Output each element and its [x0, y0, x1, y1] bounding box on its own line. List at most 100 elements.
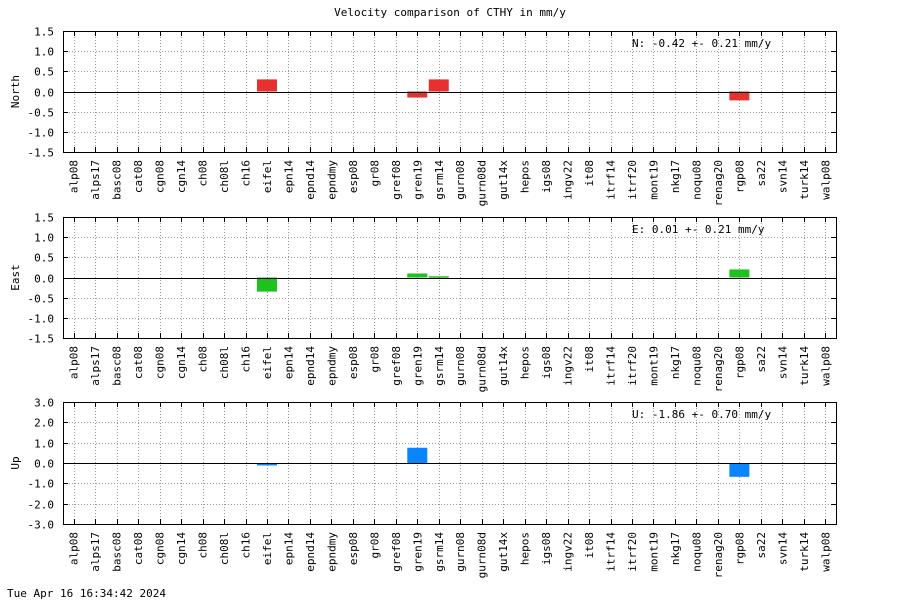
- x-tick-label: gr08: [368, 160, 381, 187]
- x-tick-label: gsrm14: [433, 160, 446, 200]
- x-tick-label: gurn08: [454, 532, 467, 572]
- x-tick-label: epndmy: [325, 346, 338, 386]
- x-tick-label: epnd14: [304, 346, 317, 386]
- x-tick-label: alps17: [89, 532, 102, 572]
- x-tick-label: esp08: [347, 160, 360, 193]
- x-tick-label: cgn08: [154, 346, 167, 379]
- x-tick-label: cgn14: [175, 160, 188, 193]
- x-tick-label: itrf20: [626, 160, 639, 200]
- x-tick-label: renag20: [712, 160, 725, 206]
- x-tick-label: svn14: [776, 532, 789, 565]
- x-tick-label: gut14x: [497, 346, 510, 386]
- x-tick-label: sa22: [755, 160, 768, 187]
- x-tick-label: noqu08: [690, 346, 703, 386]
- x-tick-label: basc08: [111, 532, 124, 572]
- x-tick-label: ch16: [240, 532, 253, 559]
- x-tick-label: gurn08: [454, 346, 467, 386]
- bar-eifel: [256, 463, 277, 466]
- x-tick-label: esp08: [347, 532, 360, 565]
- x-tick-label: rgp08: [733, 532, 746, 565]
- x-tick-label: gren19: [411, 160, 424, 200]
- x-tick-label: mont19: [647, 532, 660, 572]
- x-tick-label: hepos: [519, 346, 532, 379]
- x-tick-label: hepos: [519, 160, 532, 193]
- x-tick-label: alp08: [68, 532, 81, 565]
- x-tick-label: epndmy: [325, 160, 338, 200]
- x-tick-label: turk14: [798, 346, 811, 386]
- x-tick-label: turk14: [798, 532, 811, 572]
- x-tick-label: ch16: [240, 160, 253, 187]
- x-tick-label: alps17: [89, 346, 102, 386]
- x-tick-label: cat08: [132, 346, 145, 379]
- x-tick-label: igs08: [540, 160, 553, 193]
- panel-north: 1.5 1.0 0.5 0.0 -0.5 -1.0 -1.5 N: -0.42 +- 0.21…: [9, 26, 837, 206]
- y-tick-label: -0.5: [28, 107, 55, 120]
- y-tick-label: -1.0: [28, 313, 55, 326]
- x-tick-label: alps17: [89, 160, 102, 200]
- x-tick-label: gsrm14: [433, 346, 446, 386]
- x-tick-label: svn14: [776, 346, 789, 379]
- x-tick-label: epnd14: [304, 532, 317, 572]
- x-tick-label: igs08: [540, 532, 553, 565]
- x-tick-label: epn14: [282, 346, 295, 379]
- x-tick-label: ch08: [197, 160, 210, 187]
- x-tick-label: cat08: [132, 160, 145, 193]
- x-tick-label: walp08: [819, 346, 832, 386]
- x-tick-label: gsrm14: [433, 532, 446, 572]
- x-tick-label: nkg17: [669, 160, 682, 193]
- bar-rgp08: [729, 463, 750, 477]
- x-tick-label: cgn14: [175, 532, 188, 565]
- x-tick-label: epn14: [282, 532, 295, 565]
- x-tick-label: ch16: [240, 346, 253, 373]
- x-tick-label: sa22: [755, 346, 768, 373]
- panel-up: 3.0 2.0 1.0 0.0 -1.0 -2.0 -3.0 U: -1.86 +- 0.70…: [9, 397, 837, 578]
- y-tick-label: 0.0: [34, 273, 54, 286]
- summary-label: E: 0.01 +- 0.21 mm/y: [632, 223, 765, 236]
- y-tick-label: -2.0: [28, 499, 55, 512]
- x-tick-label: gut14x: [497, 532, 510, 572]
- x-tick-label: ch08l: [218, 346, 231, 379]
- x-tick-label: walp08: [819, 160, 832, 200]
- x-tick-label: renag20: [712, 346, 725, 392]
- x-tick-label: itrf14: [605, 346, 618, 386]
- y-tick-label: 0.0: [34, 458, 54, 471]
- bar-rgp08: [729, 269, 750, 278]
- x-tick-label: it08: [583, 532, 596, 559]
- x-tick-label: mont19: [647, 160, 660, 200]
- x-tick-label: ingv22: [562, 346, 575, 386]
- x-tick-label: gurn08d: [476, 160, 489, 206]
- x-tick-label: gurn08: [454, 160, 467, 200]
- bar-gren19: [407, 91, 428, 98]
- x-tick-label: igs08: [540, 346, 553, 379]
- x-tick-label: itrf20: [626, 532, 639, 572]
- x-tick-label: cat08: [132, 532, 145, 565]
- bar-gren19: [407, 447, 428, 463]
- x-tick-label: gurn08d: [476, 346, 489, 392]
- x-tick-label: ch08l: [218, 532, 231, 565]
- x-tick-label: gr08: [368, 532, 381, 559]
- x-tick-label: eifel: [261, 346, 274, 379]
- summary-label: U: -1.86 +- 0.70 mm/y: [632, 408, 771, 421]
- x-tick-label: eifel: [261, 160, 274, 193]
- y-tick-label: 0.0: [34, 87, 54, 100]
- y-tick-label: -1.5: [28, 333, 55, 346]
- y-axis-label: Up: [9, 456, 22, 469]
- x-tick-label: noqu08: [690, 532, 703, 572]
- x-tick-label: sa22: [755, 532, 768, 559]
- y-tick-label: 2.0: [34, 417, 54, 430]
- y-tick-label: 1.5: [34, 26, 54, 39]
- x-tick-label: it08: [583, 160, 596, 187]
- plot-frame: [63, 217, 837, 339]
- bar-gsrm14: [428, 79, 449, 92]
- x-tick-label: gren19: [411, 346, 424, 386]
- x-tick-label: renag20: [712, 532, 725, 578]
- panel-east: 1.5 1.0 0.5 0.0 -0.5 -1.0 -1.5 E: 0.01 +- 0.21 …: [9, 212, 837, 392]
- x-tick-label: basc08: [111, 160, 124, 200]
- x-tick-label: nkg17: [669, 346, 682, 379]
- x-tick-label: alp08: [68, 346, 81, 379]
- x-tick-label: noqu08: [690, 160, 703, 200]
- x-tick-label: cgn08: [154, 160, 167, 193]
- x-tick-label: walp08: [819, 532, 832, 572]
- x-tick-label: epnd14: [304, 160, 317, 200]
